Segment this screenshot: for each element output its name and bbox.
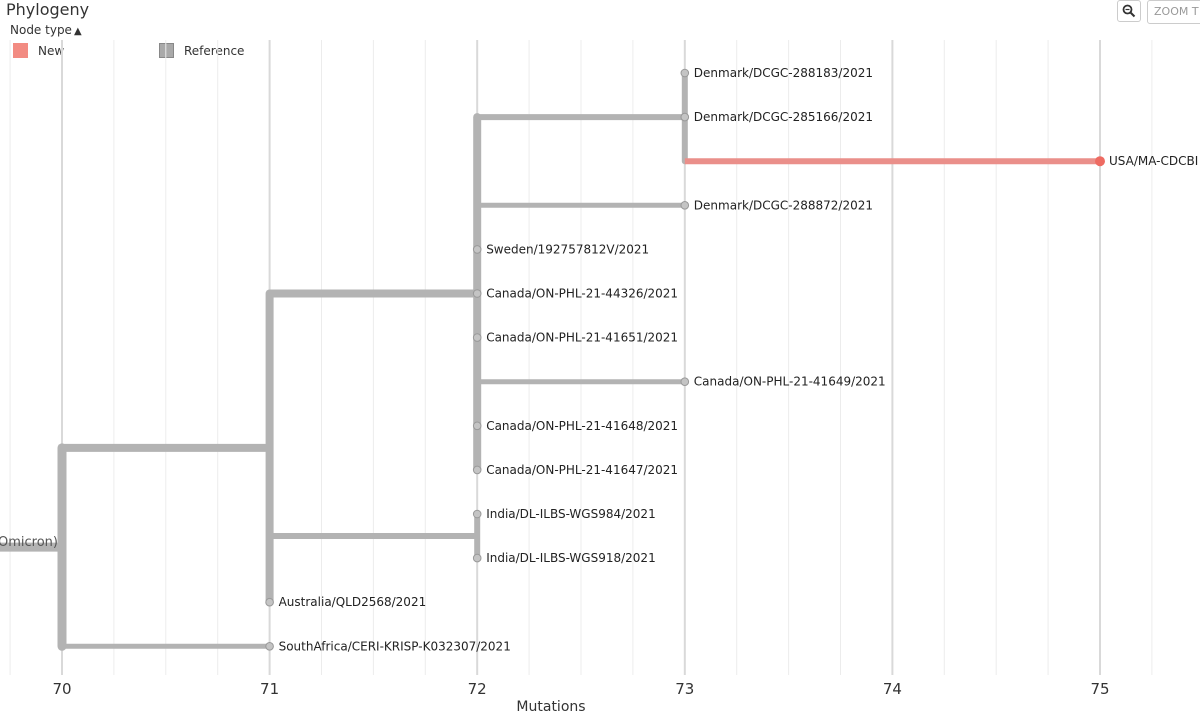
tip-label: India/DL-ILBS-WGS984/2021: [486, 507, 656, 521]
tip-label: Denmark/DCGC-288872/2021: [694, 198, 873, 212]
tip-node: [472, 289, 482, 298]
tip-label: Denmark/DCGC-288183/2021: [694, 66, 873, 80]
tip-node: [472, 509, 482, 519]
x-tick-label: 74: [883, 680, 902, 698]
tip-label: India/DL-ILBS-WGS918/2021: [486, 551, 656, 565]
tip-node: [472, 245, 482, 254]
tip-label: Canada/ON-PHL-21-41651/2021: [486, 331, 678, 345]
zoom-input[interactable]: ZOOM T: [1147, 0, 1200, 24]
tip-labels: Omicron) Denmark/DCGC-288183/2021 Denmark/…: [0, 66, 1198, 653]
nodes: [265, 68, 1105, 651]
legend-item-new[interactable]: New: [13, 43, 64, 58]
node-type-toggle[interactable]: Node type ▲: [10, 23, 82, 37]
node-type-label: Node type: [10, 23, 72, 37]
chevron-up-icon: ▲: [73, 26, 82, 37]
tip-node: [265, 642, 274, 651]
tip-node: [680, 201, 690, 210]
x-tick-label: 72: [468, 680, 487, 698]
legend-swatch-reference: [159, 43, 174, 58]
tip-label: Denmark/DCGC-285166/2021: [694, 110, 873, 124]
tip-label: USA/MA-CDCBI: [1109, 154, 1198, 168]
x-tick-label: 70: [52, 680, 71, 698]
tip-node-new: [1095, 156, 1105, 167]
tip-node: [680, 68, 690, 78]
tip-node: [265, 597, 274, 607]
root-label: Omicron): [0, 535, 58, 550]
tip-label: Australia/QLD2568/2021: [279, 595, 427, 609]
branches: [0, 70, 1100, 651]
page-title: Phylogeny: [6, 0, 90, 19]
zoom-icon: [1122, 4, 1136, 18]
x-axis: 70 71 72 73 74 75 Mutations: [52, 680, 1109, 715]
tip-node: [472, 553, 482, 563]
tip-label: Sweden/192757812V/2021: [486, 242, 649, 256]
grid: [9, 40, 1153, 675]
tip-label: Canada/ON-PHL-21-41648/2021: [486, 419, 678, 433]
legend-label-new: New: [38, 43, 65, 58]
tip-node: [680, 112, 690, 122]
x-tick-label: 73: [675, 680, 694, 698]
legend-item-reference[interactable]: Reference: [159, 43, 244, 58]
tip-label: Canada/ON-PHL-21-41649/2021: [694, 375, 886, 389]
legend-label-reference: Reference: [184, 43, 245, 58]
tip-node: [472, 465, 482, 475]
tip-label: Canada/ON-PHL-21-44326/2021: [486, 287, 678, 301]
zoom-button[interactable]: [1117, 0, 1141, 22]
tip-node: [472, 333, 482, 342]
x-tick-label: 71: [260, 680, 279, 698]
tip-label: Canada/ON-PHL-21-41647/2021: [486, 463, 678, 477]
x-tick-label: 75: [1090, 680, 1109, 698]
x-axis-label: Mutations: [516, 699, 585, 715]
legend-swatch-new: [13, 43, 28, 58]
tip-node: [680, 377, 690, 387]
tip-node: [472, 421, 482, 431]
tip-label: SouthAfrica/CERI-KRISP-K032307/2021: [279, 639, 511, 653]
